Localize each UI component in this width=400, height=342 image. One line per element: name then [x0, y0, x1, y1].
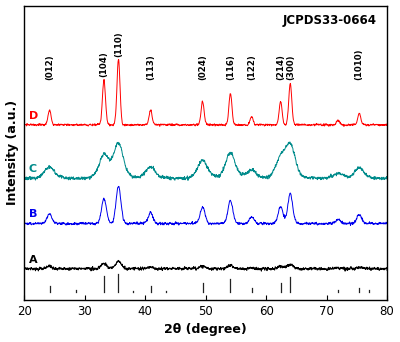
- Text: A: A: [29, 255, 38, 265]
- Text: (1010): (1010): [355, 48, 364, 80]
- Text: (110): (110): [114, 31, 123, 57]
- Text: (104): (104): [100, 51, 108, 77]
- Y-axis label: Intensity (a.u.): Intensity (a.u.): [6, 100, 18, 205]
- Text: B: B: [29, 209, 37, 220]
- Text: C: C: [29, 164, 37, 174]
- Text: (300): (300): [286, 54, 295, 80]
- X-axis label: 2θ (degree): 2θ (degree): [164, 324, 247, 337]
- Text: (113): (113): [146, 54, 155, 80]
- Text: JCPDS33-0664: JCPDS33-0664: [282, 14, 376, 27]
- Text: (116): (116): [226, 54, 235, 80]
- Text: (012): (012): [45, 54, 54, 80]
- Text: (122): (122): [247, 54, 256, 80]
- Text: D: D: [29, 111, 38, 121]
- Text: (214): (214): [276, 54, 285, 80]
- Text: (024): (024): [198, 54, 207, 80]
